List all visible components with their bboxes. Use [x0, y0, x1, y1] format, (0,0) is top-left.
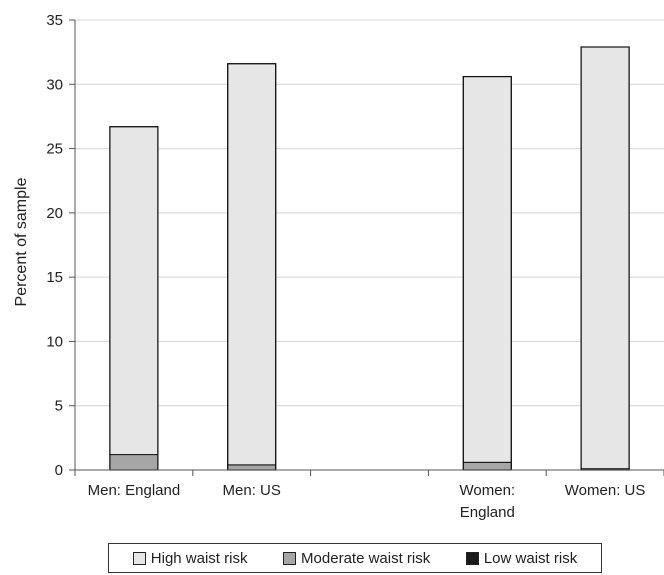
- x-tick-label: Men: US: [223, 482, 281, 499]
- legend-swatch: [132, 551, 146, 565]
- legend-item: Moderate waist risk: [283, 550, 430, 567]
- y-tick-label: 20: [46, 205, 63, 222]
- x-tick-label: Women:: [460, 482, 516, 499]
- legend-swatch: [283, 551, 297, 565]
- x-tick-label: Men: England: [88, 482, 181, 499]
- x-tick-label: England: [460, 504, 515, 521]
- bar-segment-moderate-waist-risk: [462, 461, 512, 471]
- y-tick-label: 5: [55, 398, 63, 415]
- legend-label: Low waist risk: [483, 549, 578, 567]
- bar-segment-high-waist-risk: [227, 63, 277, 466]
- legend-item: Low waist risk: [465, 549, 578, 567]
- gridlines: [75, 19, 664, 407]
- bars: [109, 46, 630, 471]
- y-tick-label: 30: [46, 76, 63, 93]
- bar-segment-moderate-waist-risk: [227, 464, 277, 471]
- y-tick-label: 0: [55, 462, 63, 479]
- axes: 0 5 10 15 20 25 30 35 Men: England Men: US Women: E…: [46, 12, 664, 521]
- y-tick-label: 10: [46, 333, 63, 350]
- legend-item: High waist risk: [132, 549, 248, 567]
- legend-swatch: [465, 551, 479, 565]
- bar-segment-high-waist-risk: [580, 46, 630, 470]
- y-tick-label: 35: [46, 12, 63, 29]
- y-axis-label: Percent of sample: [13, 177, 30, 306]
- legend-label: Moderate waist risk: [301, 549, 431, 567]
- bar-segment-high-waist-risk: [109, 126, 159, 456]
- y-tick-label: 15: [46, 269, 63, 286]
- bar-segment-moderate-waist-risk: [109, 454, 159, 471]
- legend-label: High waist risk: [150, 549, 248, 567]
- y-tick-label: 25: [46, 141, 63, 158]
- bar-segment-high-waist-risk: [462, 76, 512, 463]
- legend: High waist risk Moderate waist risk Low wa…: [108, 543, 602, 573]
- x-tick-label: Women: US: [565, 482, 646, 499]
